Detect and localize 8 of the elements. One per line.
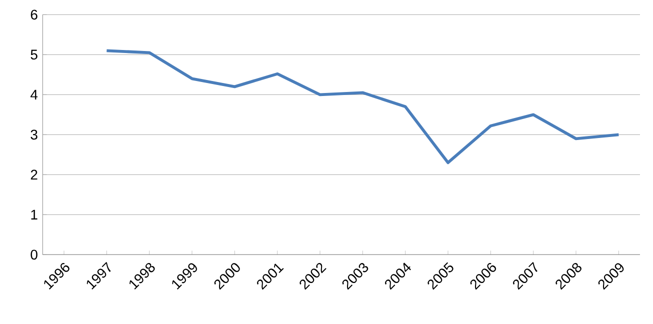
y-tick-label: 6: [30, 10, 38, 20]
y-tick-label: 1: [31, 210, 38, 220]
y-tick-label: 2: [30, 170, 38, 180]
y-tick-label: 5: [30, 50, 38, 60]
y-tick-label: 3: [30, 130, 38, 140]
y-tick-label: 0: [30, 250, 38, 260]
line-series: [105, 49, 620, 164]
y-tick-label: 4: [30, 90, 38, 100]
